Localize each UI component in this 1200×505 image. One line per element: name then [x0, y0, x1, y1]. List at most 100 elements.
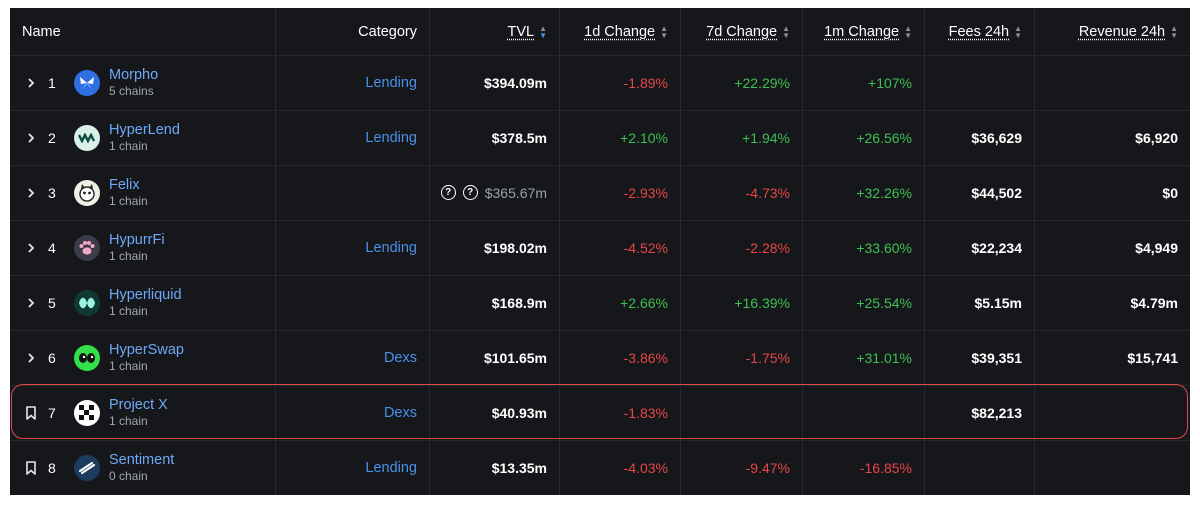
table-row[interactable]: 1 Morpho 5 chains Lending $394.09m -1.89…: [10, 55, 1190, 111]
tvl-value: $40.93m: [491, 404, 547, 421]
category-link[interactable]: Lending: [365, 459, 417, 476]
change-7d-value: -2.28%: [745, 239, 790, 256]
change-1m-cell: +107%: [803, 55, 925, 110]
tvl-cell: ?? $365.67m: [430, 165, 560, 220]
bookmark-icon[interactable]: [22, 460, 40, 475]
fees-value: $36,629: [971, 129, 1022, 146]
chevron-right-icon[interactable]: [22, 187, 40, 199]
category-link[interactable]: Lending: [365, 239, 417, 256]
change-1m-cell: +32.26%: [803, 165, 925, 220]
change-7d-value: +22.29%: [734, 74, 790, 91]
protocol-table: Name Category TVL ▲ ▼ 1d Change ▲ ▼ 7d Chang…: [10, 8, 1190, 495]
column-header-revenue-24h[interactable]: Revenue 24h ▲ ▼: [1078, 23, 1178, 40]
category-link[interactable]: Lending: [365, 129, 417, 146]
chain-count: 1 chain: [109, 413, 148, 428]
column-header-tvl[interactable]: TVL ▲ ▼: [430, 8, 560, 55]
chevron-right-icon[interactable]: [22, 77, 40, 89]
protocol-name-link[interactable]: HyperLend: [109, 121, 180, 138]
change-1d-value: -4.03%: [623, 459, 668, 476]
chain-count: 1 chain: [109, 248, 148, 263]
chain-count: 0 chain: [109, 468, 148, 483]
chevron-right-icon[interactable]: [22, 352, 40, 364]
change-1d-value: -2.93%: [623, 184, 668, 201]
change-1d-value: -3.86%: [623, 349, 668, 366]
change-1d-value: +2.10%: [620, 129, 668, 146]
category-cell: [276, 165, 430, 220]
tvl-value: $365.67m: [484, 184, 547, 201]
change-1m-cell: [803, 385, 925, 440]
question-icon[interactable]: ?: [440, 185, 456, 200]
column-header-name[interactable]: Name: [10, 8, 276, 55]
rank-number: 1: [48, 74, 56, 91]
change-1m-value: +26.56%: [856, 129, 912, 146]
name-cell: 2 HyperLend 1 chain: [10, 110, 276, 165]
revenue-cell: [1035, 55, 1190, 110]
table-row[interactable]: 5 Hyperliquid 1 chain $168.9m +2.66% +16…: [10, 275, 1190, 331]
category-cell: Dexs: [276, 385, 430, 440]
table-row[interactable]: 2 HyperLend 1 chain Lending $378.5m +2.1…: [10, 110, 1190, 166]
protocol-name-link[interactable]: HypurrFi: [109, 231, 165, 248]
category-link[interactable]: Dexs: [383, 349, 417, 366]
protocol-name-link[interactable]: Morpho: [109, 66, 159, 83]
revenue-cell: $4,949: [1035, 220, 1190, 275]
protocol-name-link[interactable]: Felix: [109, 176, 140, 193]
table-row[interactable]: 6 HyperSwap 1 chain Dexs $101.65m -3.86%…: [10, 330, 1190, 386]
change-7d-value: +1.94%: [742, 129, 790, 146]
rank-number: 2: [48, 129, 56, 146]
column-header-category[interactable]: Category: [276, 8, 430, 55]
revenue-cell: [1035, 440, 1190, 495]
protocol-name-link[interactable]: HyperSwap: [109, 341, 184, 358]
revenue-cell: $15,741: [1035, 330, 1190, 385]
bookmark-icon[interactable]: [22, 405, 40, 420]
change-1m-cell: +26.56%: [803, 110, 925, 165]
change-1d-value: -1.83%: [623, 404, 668, 421]
chevron-right-icon[interactable]: [22, 297, 40, 309]
hyperliquid-icon: [74, 289, 100, 316]
revenue-cell: $6,920: [1035, 110, 1190, 165]
change-1d-value: +2.66%: [620, 294, 668, 311]
fees-cell: [925, 55, 1035, 110]
name-cell: 6 HyperSwap 1 chain: [10, 330, 276, 385]
revenue-cell: [1035, 385, 1190, 440]
change-1d-cell: -4.03%: [560, 440, 681, 495]
column-header-1d-change[interactable]: 1d Change ▲ ▼: [560, 8, 681, 55]
fees-cell: $82,213: [925, 385, 1035, 440]
revenue-value: $4.79m: [1130, 294, 1178, 311]
sort-icon: ▲ ▼: [539, 23, 547, 40]
change-1d-cell: -2.93%: [560, 165, 681, 220]
wave-icon: [74, 124, 100, 151]
name-cell: 5 Hyperliquid 1 chain: [10, 275, 276, 330]
question-icon[interactable]: ?: [462, 185, 478, 200]
table-row[interactable]: 3 Felix 1 chain ?? $365.67m -2.93% -4.73%…: [10, 165, 1190, 221]
protocol-name-link[interactable]: Hyperliquid: [109, 286, 182, 303]
protocol-name-link[interactable]: Sentiment: [109, 451, 175, 468]
change-1m-value: +32.26%: [856, 184, 912, 201]
change-7d-cell: +1.94%: [681, 110, 803, 165]
change-1d-cell: +2.66%: [560, 275, 681, 330]
category-link[interactable]: Dexs: [383, 404, 417, 421]
change-1d-cell: -4.52%: [560, 220, 681, 275]
chevron-right-icon[interactable]: [22, 132, 40, 144]
table-row[interactable]: 4 HypurrFi 1 chain Lending $198.02m -4.5…: [10, 220, 1190, 276]
chevron-right-icon[interactable]: [22, 242, 40, 254]
table-row[interactable]: 8 Sentiment 0 chain Lending $13.35m -4.0…: [10, 440, 1190, 495]
revenue-value: $4,949: [1135, 239, 1178, 256]
category-cell: [276, 275, 430, 330]
table-header: Name Category TVL ▲ ▼ 1d Change ▲ ▼ 7d Chang…: [10, 8, 1190, 56]
tvl-cell: $101.65m: [430, 330, 560, 385]
rank-number: 3: [48, 184, 56, 201]
category-link[interactable]: Lending: [365, 74, 417, 91]
column-header-fees-24h[interactable]: Fees 24h ▲ ▼: [925, 8, 1035, 55]
table-row[interactable]: 7 Project X 1 chain Dexs $40.93m -1.83% …: [10, 385, 1190, 441]
rank-number: 8: [48, 459, 56, 476]
change-1d-cell: -1.83%: [560, 385, 681, 440]
column-header-7d-change[interactable]: 7d Change ▲ ▼: [681, 8, 803, 55]
chain-count: 1 chain: [109, 303, 148, 318]
fees-value: $39,351: [971, 349, 1022, 366]
change-1m-value: +33.60%: [856, 239, 912, 256]
protocol-name-link[interactable]: Project X: [109, 396, 168, 413]
change-1d-cell: -3.86%: [560, 330, 681, 385]
revenue-cell: $0: [1035, 165, 1190, 220]
column-header-1m-change[interactable]: 1m Change ▲ ▼: [803, 8, 925, 55]
tvl-value: $13.35m: [491, 459, 547, 476]
